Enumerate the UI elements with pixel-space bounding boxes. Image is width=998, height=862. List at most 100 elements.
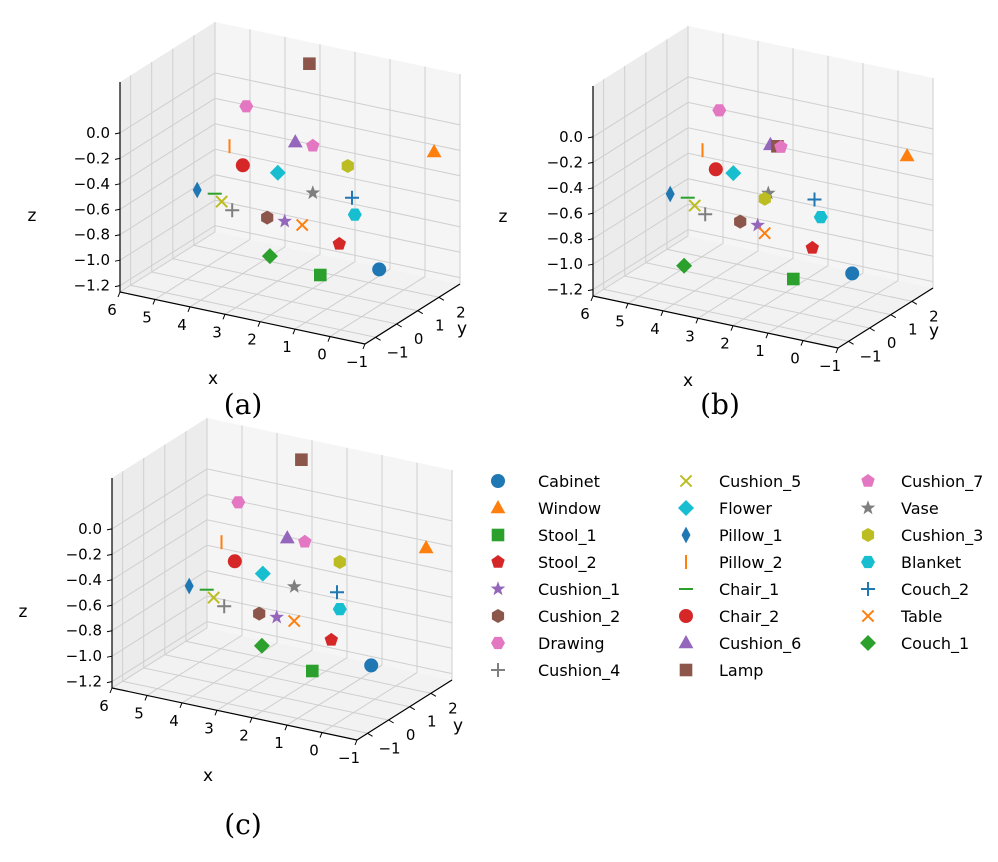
legend-label: Cushion_4	[538, 661, 620, 681]
point-cushion-5	[688, 199, 702, 212]
point-blanket	[332, 603, 347, 616]
z-tick-mark	[106, 528, 113, 531]
legend-label: Window	[538, 499, 601, 518]
x-tick-label: 5	[134, 704, 144, 722]
y-tick-label: 2	[448, 699, 458, 717]
legend-item-vase: Vase	[860, 499, 939, 518]
grid-line-y	[624, 66, 870, 329]
point-couch-2	[330, 585, 344, 600]
legend-marker	[679, 663, 693, 677]
x-tick-label: 1	[274, 734, 284, 752]
grid-line-z	[111, 595, 453, 657]
x-tick-label: 2	[247, 331, 257, 349]
grid-line-y	[130, 75, 376, 338]
z-axis-label: z	[499, 207, 508, 227]
x-tick-label: 6	[580, 305, 590, 323]
legend-label: Lamp	[719, 661, 763, 680]
x-tick-mark	[835, 347, 839, 354]
x-tick-label: 5	[142, 308, 152, 326]
point-cushion-4	[698, 207, 713, 222]
point-chair-2	[227, 554, 242, 569]
y-tick-label: −1	[386, 343, 408, 361]
x-tick-label: 6	[99, 697, 109, 715]
point-window	[899, 148, 915, 162]
grid-line-z	[119, 148, 461, 210]
grid-line-z	[592, 229, 934, 291]
y-tick-label: 1	[435, 317, 445, 335]
point-lamp	[303, 57, 316, 70]
point-cushion-6	[287, 134, 303, 148]
y-axis-line	[364, 283, 461, 345]
legend-label: Stool_2	[538, 553, 597, 573]
subplot-caption: (c)	[224, 808, 262, 841]
legend-item-chair-2: Chair_2	[679, 607, 779, 627]
legend-item-stool-2: Stool_2	[491, 553, 597, 573]
grid-line-y	[193, 35, 440, 298]
point-cushion-1	[750, 217, 765, 232]
z-tick-label: −0.2	[547, 153, 583, 171]
legend-item-cushion-6: Cushion_6	[678, 634, 801, 654]
side-pane	[593, 26, 688, 296]
x-tick-mark	[327, 336, 331, 342]
grid-line-z	[111, 544, 453, 606]
z-tick-mark	[114, 285, 121, 288]
y-tick-mark	[409, 706, 416, 711]
x-tick-mark	[354, 739, 358, 746]
point-cushion-3	[758, 191, 771, 206]
z-tick-label: −0.8	[66, 622, 102, 640]
point-stool-1	[306, 664, 319, 678]
y-tick-label: 2	[929, 307, 939, 325]
legend-label: Cushion_1	[538, 580, 620, 600]
grid-line-y	[143, 458, 389, 721]
x-tick-label: −1	[819, 357, 841, 375]
y-axis-line	[356, 679, 453, 741]
point-cushion-7	[774, 140, 788, 153]
point-cushion-6	[279, 530, 295, 544]
grid-line-z	[111, 493, 453, 555]
x-tick-label: 0	[317, 346, 327, 364]
point-cushion-5	[207, 591, 221, 604]
point-table	[295, 218, 309, 232]
x-tick-label: 4	[177, 316, 187, 334]
point-cabinet	[845, 266, 860, 281]
legend-marker	[861, 555, 875, 569]
z-tick-label: −0.4	[74, 175, 110, 193]
y-tick-label: 1	[908, 321, 918, 339]
y-tick-mark	[367, 732, 373, 737]
legend-label: Cushion_7	[901, 472, 983, 492]
side-pane	[120, 22, 215, 292]
grid-line-z	[119, 97, 461, 159]
point-stool-2	[805, 240, 819, 254]
legend-label: Pillow_2	[719, 553, 783, 573]
x-tick-label: 3	[685, 327, 695, 345]
legend-label: Blanket	[901, 553, 961, 572]
axis-lines	[592, 86, 934, 349]
x-tick-mark	[625, 303, 629, 309]
x-axis-label: x	[683, 371, 693, 391]
x-tick-mark	[800, 340, 804, 346]
point-table	[287, 614, 301, 628]
x-axis-line	[119, 291, 366, 345]
z-tick-label: −0.4	[66, 571, 102, 589]
point-chair-2	[708, 162, 723, 177]
x-axis-line	[592, 295, 839, 349]
point-drawing	[239, 100, 254, 113]
y-tick-mark	[396, 323, 402, 328]
legend-marker	[491, 636, 505, 650]
floor-pane	[112, 628, 452, 740]
legend-marker	[861, 474, 875, 487]
z-tick-label: 0.0	[86, 124, 110, 142]
subplot-caption: (b)	[700, 388, 740, 421]
legend-label: Couch_1	[901, 634, 969, 654]
x-tick-label: 1	[282, 338, 292, 356]
legend-item-window: Window	[490, 499, 601, 518]
legend-label: Cabinet	[538, 472, 600, 491]
point-cushion-4	[225, 203, 240, 218]
x-tick-mark	[249, 717, 253, 723]
x-tick-mark	[257, 321, 261, 327]
legend-marker	[491, 663, 505, 677]
point-cabinet	[372, 262, 387, 277]
legend-marker	[490, 581, 506, 596]
grid-line-y	[151, 62, 397, 325]
y-tick-mark	[848, 340, 854, 345]
